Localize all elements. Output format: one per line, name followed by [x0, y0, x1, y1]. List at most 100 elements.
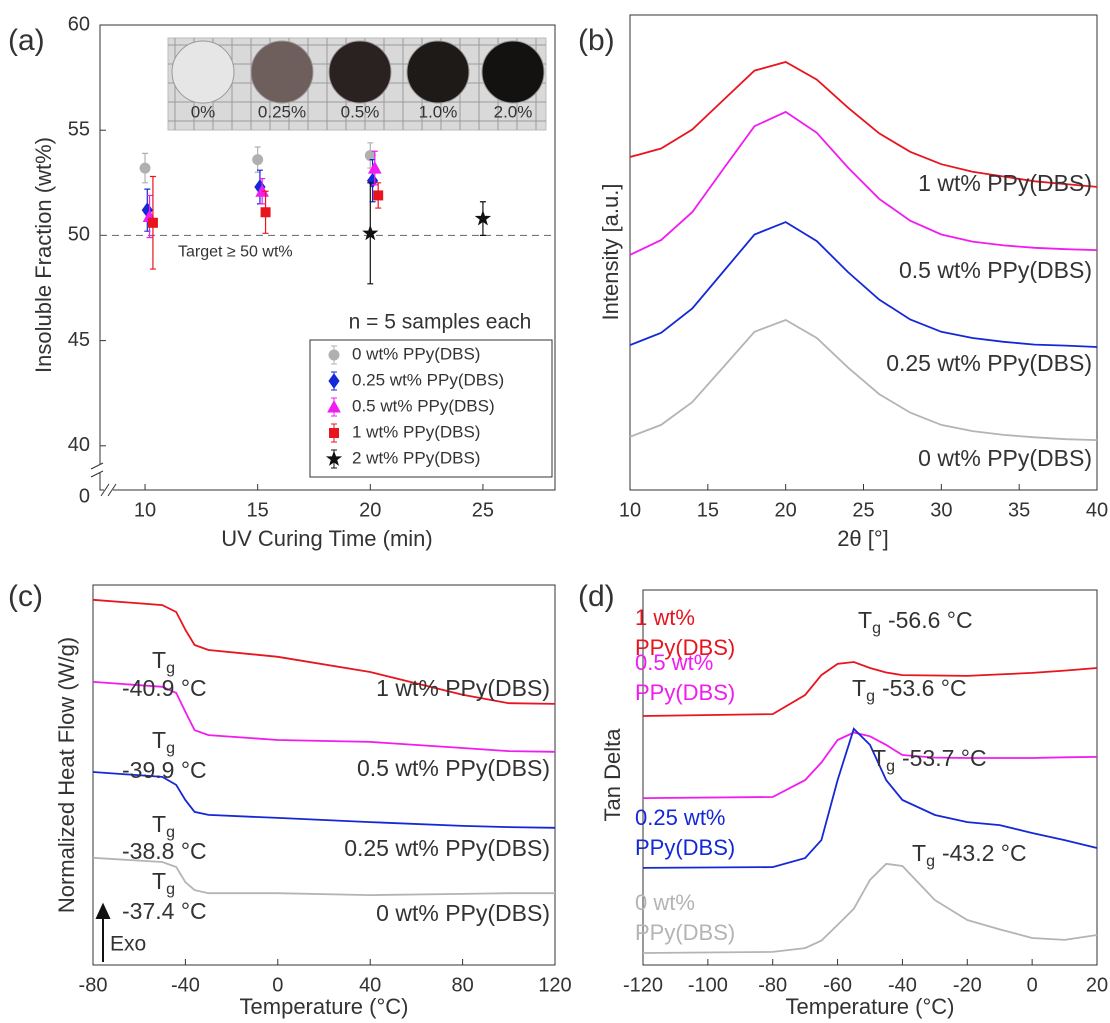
x-tick-label: 15 — [247, 499, 269, 521]
film-disc — [406, 40, 470, 104]
film-disc — [171, 40, 235, 104]
series-line — [629, 221, 1098, 348]
tg-annotation: Tg -43.2 °C — [912, 840, 1027, 870]
panel-label: (c) — [8, 580, 43, 613]
x-tick-label: 35 — [1008, 499, 1030, 521]
series-label: 0.5 wt% PPy(DBS) — [635, 650, 736, 705]
x-tick-label: 40 — [1086, 499, 1108, 521]
photo-label: 1.0% — [419, 102, 458, 121]
series-label: 0.25 wt% PPy(DBS) — [344, 835, 550, 861]
y-tick-label: 55 — [68, 118, 90, 140]
x-tick-label: 20 — [359, 499, 381, 521]
series-label: 0.25 wt% PPy(DBS) — [886, 350, 1092, 376]
point — [139, 162, 151, 174]
film-disc — [328, 40, 392, 104]
x-tick-label: 0 — [1027, 974, 1038, 996]
series-line — [642, 661, 1098, 717]
tg-value: -53.7 °C — [902, 745, 987, 771]
x-tick-label: -40 — [171, 974, 200, 996]
tg-symbol: Tg — [152, 811, 175, 841]
axis-break-gap — [96, 464, 104, 473]
x-axis-label: Temperature (°C) — [240, 994, 409, 1019]
plot-frame — [99, 24, 556, 491]
x-tick-label: 120 — [538, 974, 571, 996]
x-tick-label: 80 — [451, 974, 473, 996]
legend-box — [309, 339, 553, 478]
point — [260, 207, 271, 218]
y-tick-label: 50 — [68, 224, 90, 246]
y-tick-label: 60 — [68, 13, 90, 35]
tg-symbol: Tg — [152, 727, 175, 757]
axis-break-gap — [104, 487, 113, 494]
note: n = 5 samples each — [349, 311, 532, 334]
target-label: Target ≥ 50 wt% — [178, 244, 293, 261]
series-label: 0 wt% PPy(DBS) — [376, 900, 550, 926]
tg-annotation: Tg -53.6 °C — [852, 675, 967, 705]
point — [252, 154, 264, 166]
tg-symbol: Tg — [152, 868, 175, 898]
x-tick-label: 25 — [472, 499, 494, 521]
x-tick-label: -80 — [79, 974, 108, 996]
tg-sub: g — [866, 688, 875, 705]
legend-label: 1 wt% PPy(DBS) — [352, 422, 480, 441]
tg-t: T — [152, 647, 166, 673]
plot-frame — [642, 589, 1098, 966]
point — [364, 149, 376, 161]
x-tick-label: 0 — [272, 974, 283, 996]
x-tick-label: 10 — [619, 499, 641, 521]
y-break-tick-label: 0 — [79, 485, 90, 507]
y-axis-label: Intensity [a.u.] — [598, 184, 623, 321]
tg-t: T — [152, 811, 166, 837]
series-line — [642, 727, 1098, 869]
series-label: 1 wt% PPy(DBS) — [376, 675, 550, 701]
tg-sub: g — [926, 853, 935, 870]
x-tick-label: 40 — [359, 974, 381, 996]
series-line — [92, 681, 556, 753]
point — [147, 217, 158, 228]
series-label: 0.5 wt% PPy(DBS) — [899, 257, 1092, 283]
x-axis-label: Temperature (°C) — [786, 994, 955, 1019]
y-axis-label: Tan Delta — [600, 728, 625, 822]
series-label: 1 wt% PPy(DBS) — [918, 170, 1092, 196]
tg-value: -38.8 °C — [122, 838, 207, 864]
tg-sub: g — [166, 740, 175, 757]
photo-label: 0.5% — [341, 102, 380, 121]
axis-break — [100, 483, 117, 497]
legend-marker — [328, 349, 340, 361]
photo-label: 0.25% — [258, 102, 306, 121]
series-line — [92, 598, 556, 705]
tg-annotation: Tg -56.6 °C — [858, 607, 973, 637]
x-axis-label: 2θ [°] — [837, 526, 889, 551]
series-label: 0 wt% PPy(DBS) — [635, 890, 736, 945]
series-label: 0 wt% PPy(DBS) — [918, 445, 1092, 471]
series-label: 0.5 wt% PPy(DBS) — [357, 755, 550, 781]
series-line — [629, 319, 1098, 441]
x-tick-label: 15 — [697, 499, 719, 521]
x-tick-label: -80 — [758, 974, 787, 996]
point — [474, 210, 492, 226]
exo-arrow — [95, 902, 111, 962]
plot-frame — [629, 14, 1098, 491]
panel-label: (d) — [578, 580, 615, 613]
legend-marker — [325, 450, 343, 466]
series-line — [629, 61, 1098, 188]
film-disc — [250, 40, 314, 104]
legend-marker — [329, 428, 339, 438]
y-axis-label: Insoluble Fraction (wt%) — [31, 137, 56, 373]
y-axis-label: Normalized Heat Flow (W/g) — [54, 637, 79, 913]
series-line — [642, 731, 1098, 799]
x-tick-label: -120 — [623, 974, 663, 996]
y-tick-label: 45 — [68, 329, 90, 351]
y-tick-label: 40 — [68, 434, 90, 456]
tg-value: -43.2 °C — [942, 840, 1027, 866]
photo-label: 0% — [191, 102, 216, 121]
legend-label: 0.5 wt% PPy(DBS) — [352, 396, 495, 415]
axis-break — [90, 462, 104, 478]
point — [373, 190, 384, 201]
legend-label: 0 wt% PPy(DBS) — [352, 344, 480, 363]
film-disc — [481, 40, 545, 104]
photo-label: 2.0% — [494, 102, 533, 121]
series-line — [629, 110, 1098, 256]
legend-marker — [327, 399, 341, 413]
